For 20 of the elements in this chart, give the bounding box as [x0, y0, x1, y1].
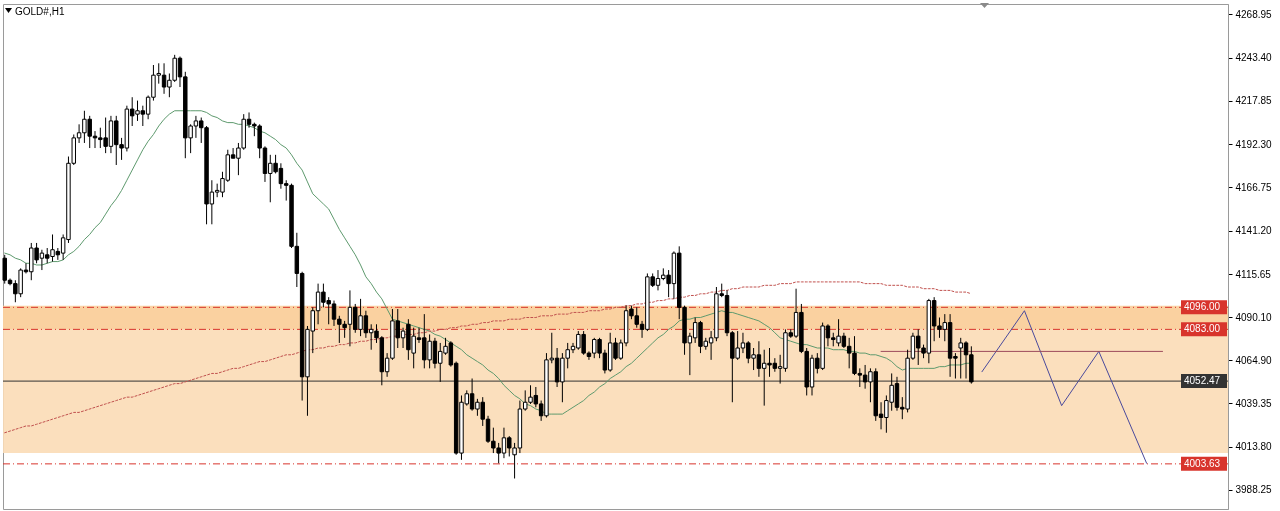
y-tick-label: 4115.65: [1235, 268, 1272, 280]
y-tick-label: 4141.20: [1235, 225, 1273, 237]
line-series: [4, 281, 972, 434]
y-tick-label: 4268.95: [1235, 8, 1273, 20]
y-tick-label: 4013.80: [1235, 441, 1273, 453]
line-series: [981, 310, 1148, 464]
chart-title: GOLD#,H1: [15, 6, 65, 17]
ref-line-label: 4083.00: [1184, 323, 1221, 335]
y-tick-label: 3988.25: [1235, 484, 1273, 496]
y-tick-label: 4192.30: [1235, 138, 1273, 150]
y-tick-label: 4090.10: [1235, 311, 1273, 323]
y-tick-label: 4166.75: [1235, 181, 1273, 193]
ref-line-label: 4096.00: [1184, 301, 1221, 313]
ref-line-label: 4052.47: [1184, 375, 1221, 387]
y-tick-label: 4064.90: [1235, 354, 1273, 366]
y-tick-label: 4217.85: [1235, 95, 1273, 107]
ref-line-label: 4003.63: [1184, 457, 1221, 469]
y-tick-label: 4243.40: [1235, 52, 1273, 64]
line-series: [4, 110, 972, 415]
y-tick-label: 4039.35: [1235, 397, 1273, 409]
